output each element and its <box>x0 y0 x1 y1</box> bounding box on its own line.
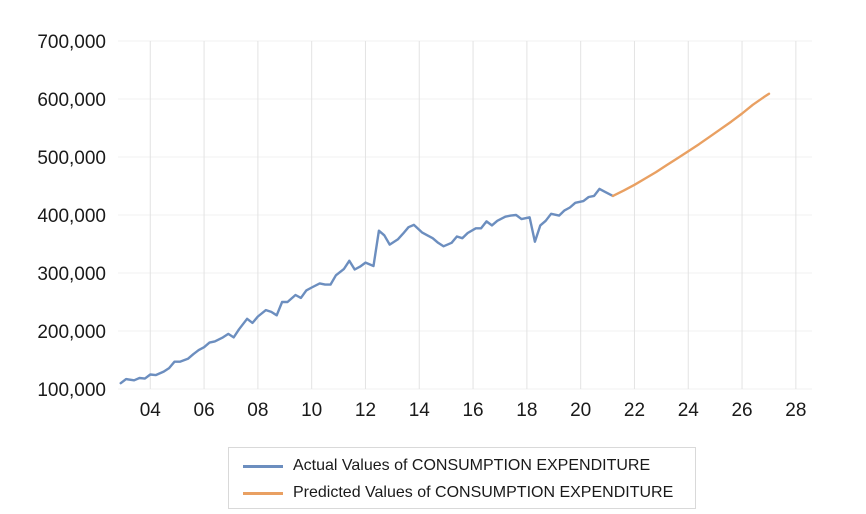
legend-item-actual: Actual Values of CONSUMPTION EXPENDITURE <box>243 455 650 477</box>
legend-label-predicted: Predicted Values of CONSUMPTION EXPENDIT… <box>293 484 674 501</box>
y-tick-label: 700,000 <box>37 32 106 53</box>
y-tick-label: 200,000 <box>37 322 106 343</box>
x-tick-label: 04 <box>140 400 162 421</box>
x-tick-label: 10 <box>301 400 322 421</box>
x-axis-tick-labels: 04 06 08 10 12 14 16 18 20 22 24 26 28 <box>140 400 807 421</box>
y-axis-tick-labels: 100,000 200,000 300,000 400,000 500,000 600,0… <box>37 32 106 401</box>
y-tick-label: 400,000 <box>37 206 106 227</box>
legend-swatch-predicted <box>243 491 283 495</box>
legend: Actual Values of CONSUMPTION EXPENDITURE… <box>228 447 696 509</box>
x-tick-label: 14 <box>409 400 431 421</box>
x-tick-label: 08 <box>247 400 268 421</box>
x-tick-label: 28 <box>785 400 806 421</box>
x-tick-label: 06 <box>194 400 215 421</box>
x-tick-label: 12 <box>355 400 376 421</box>
legend-item-predicted: Predicted Values of CONSUMPTION EXPENDIT… <box>243 482 673 504</box>
legend-swatch-actual <box>243 464 283 468</box>
series-line-actual <box>119 187 615 385</box>
y-tick-label: 300,000 <box>37 264 106 285</box>
grid-lines <box>118 40 812 390</box>
series-lines <box>119 92 771 385</box>
y-tick-label: 100,000 <box>37 380 106 401</box>
x-tick-label: 20 <box>570 400 591 421</box>
x-tick-label: 24 <box>678 400 700 421</box>
line-chart: 100,000 200,000 300,000 400,000 500,000 600,0… <box>37 32 812 421</box>
y-tick-label: 600,000 <box>37 90 106 111</box>
x-tick-label: 22 <box>624 400 645 421</box>
x-tick-label: 18 <box>516 400 537 421</box>
series-line-predicted <box>611 92 771 198</box>
legend-label-actual: Actual Values of CONSUMPTION EXPENDITURE <box>293 457 651 474</box>
x-tick-label: 16 <box>462 400 483 421</box>
y-tick-label: 500,000 <box>37 148 106 169</box>
x-tick-label: 26 <box>731 400 752 421</box>
